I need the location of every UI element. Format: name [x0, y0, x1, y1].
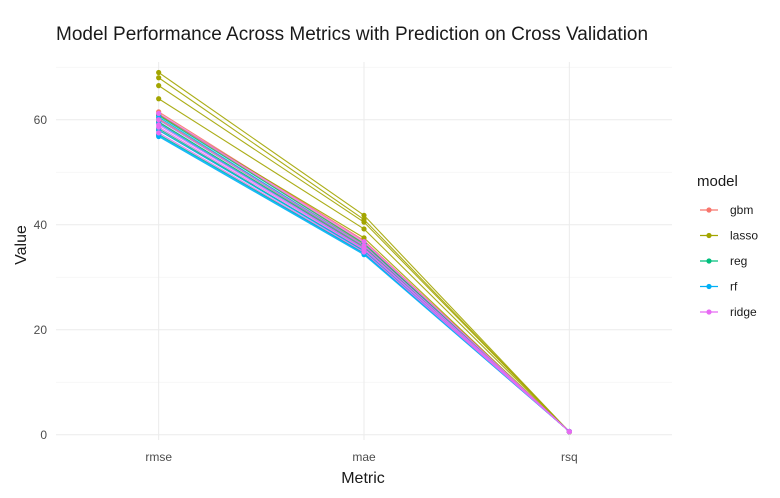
legend-key-point [706, 232, 712, 239]
legend-label: gbm [730, 203, 753, 217]
legend-item-gbm: gbm [700, 203, 753, 217]
y-tick-label: 0 [40, 428, 47, 442]
y-tick-label: 20 [34, 323, 48, 337]
x-tick-label: rmse [145, 450, 172, 464]
legend: model gbm lasso reg rf ridge [697, 173, 758, 319]
data-point-ridge [156, 117, 162, 123]
data-point-lasso [156, 96, 162, 102]
legend-key-point [706, 309, 712, 315]
legend-key-point [706, 207, 712, 213]
legend-title: model [697, 173, 738, 190]
legend-label: lasso [730, 229, 758, 243]
data-point-ridge [566, 428, 572, 435]
legend-item-rf: rf [700, 280, 738, 294]
series-layer [156, 69, 572, 435]
legend-item-lasso: lasso [700, 229, 758, 243]
y-tick-label: 60 [34, 113, 48, 127]
data-point-ridge [156, 130, 162, 136]
data-point-ridge [361, 238, 367, 245]
data-point-ridge [361, 249, 367, 255]
x-tick-label: mae [352, 450, 376, 464]
x-axis-ticks: rmse mae rsq [145, 450, 577, 464]
y-tick-label: 40 [34, 218, 48, 232]
data-point-ridge [361, 245, 367, 251]
legend-label: reg [730, 254, 747, 268]
data-point-ridge [156, 122, 162, 128]
data-point-lasso [156, 69, 162, 76]
data-point-rf [156, 133, 162, 140]
data-point-lasso [156, 75, 162, 81]
legend-item-ridge: ridge [700, 305, 757, 319]
y-axis-title: Value [13, 225, 30, 265]
legend-key-point [706, 283, 712, 290]
data-point-lasso [361, 212, 367, 218]
series-points [156, 69, 572, 435]
y-axis-ticks: 0 20 40 60 [34, 113, 48, 442]
data-point-lasso [361, 226, 367, 232]
legend-item-reg: reg [700, 254, 747, 268]
data-point-lasso [156, 83, 162, 89]
data-point-lasso [361, 235, 367, 241]
x-axis-title: Metric [341, 470, 385, 487]
x-tick-label: rsq [561, 450, 578, 464]
legend-label: ridge [730, 305, 757, 319]
data-point-ridge [156, 110, 162, 117]
legend-label: rf [730, 280, 738, 294]
data-point-lasso [361, 219, 367, 225]
legend-key-point [706, 258, 712, 264]
grid [56, 62, 672, 440]
chart-title: Model Performance Across Metrics with Pr… [56, 24, 648, 45]
